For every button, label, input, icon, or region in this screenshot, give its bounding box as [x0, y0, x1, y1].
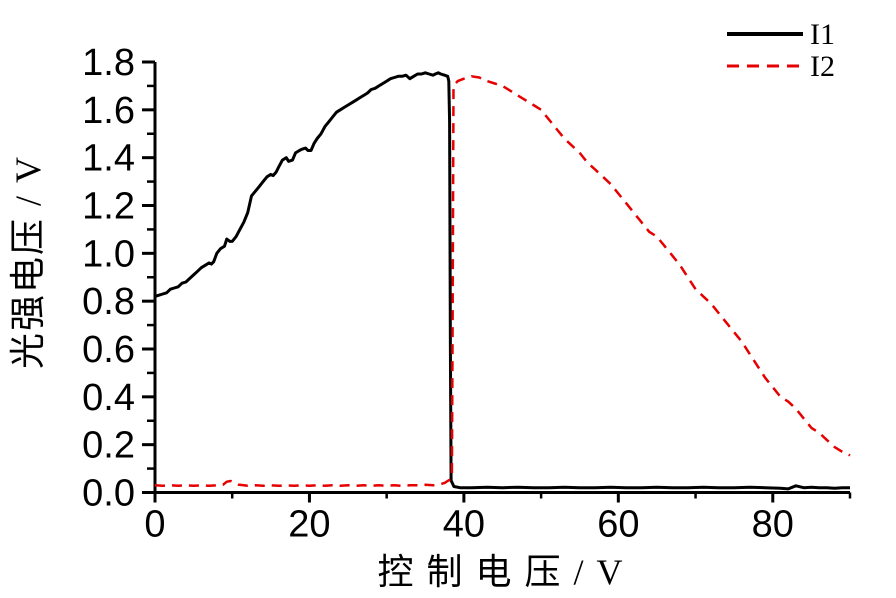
y-tick-label: 1.0 [82, 233, 135, 275]
legend-label-i1: I1 [810, 18, 835, 51]
y-tick-label: 1.2 [82, 186, 135, 228]
y-axis-title: 光强电压 / V [8, 155, 48, 369]
x-tick-label: 0 [144, 504, 165, 546]
y-tick-label: 1.6 [82, 90, 135, 132]
legend-label-i2: I2 [810, 50, 835, 83]
y-tick-label: 1.8 [82, 42, 135, 84]
x-tick-label: 40 [443, 504, 485, 546]
x-axis-title: 控 制 电 压 / V [377, 552, 624, 592]
series-curve-i1 [154, 71, 850, 491]
x-tick-label: 80 [752, 504, 794, 546]
x-tick-label: 60 [597, 504, 639, 546]
y-tick-label: 0.4 [82, 377, 135, 419]
y-tick-label: 0.0 [82, 473, 135, 515]
y-tick-label: 1.4 [82, 138, 135, 180]
axes: 0 20 40 60 80 0.0 0.2 0.4 0.6 0.8 1.0 1.2 1.4 1.6 1.8 [82, 42, 852, 546]
y-tick-label: 0.6 [82, 329, 135, 371]
y-tick-label: 0.2 [82, 425, 135, 467]
series-lines [154, 71, 851, 491]
y-tick-label: 0.8 [82, 281, 135, 323]
x-tick-label: 20 [288, 504, 330, 546]
series-curve-i2 [154, 75, 851, 488]
legend: I1 I2 [727, 18, 835, 83]
